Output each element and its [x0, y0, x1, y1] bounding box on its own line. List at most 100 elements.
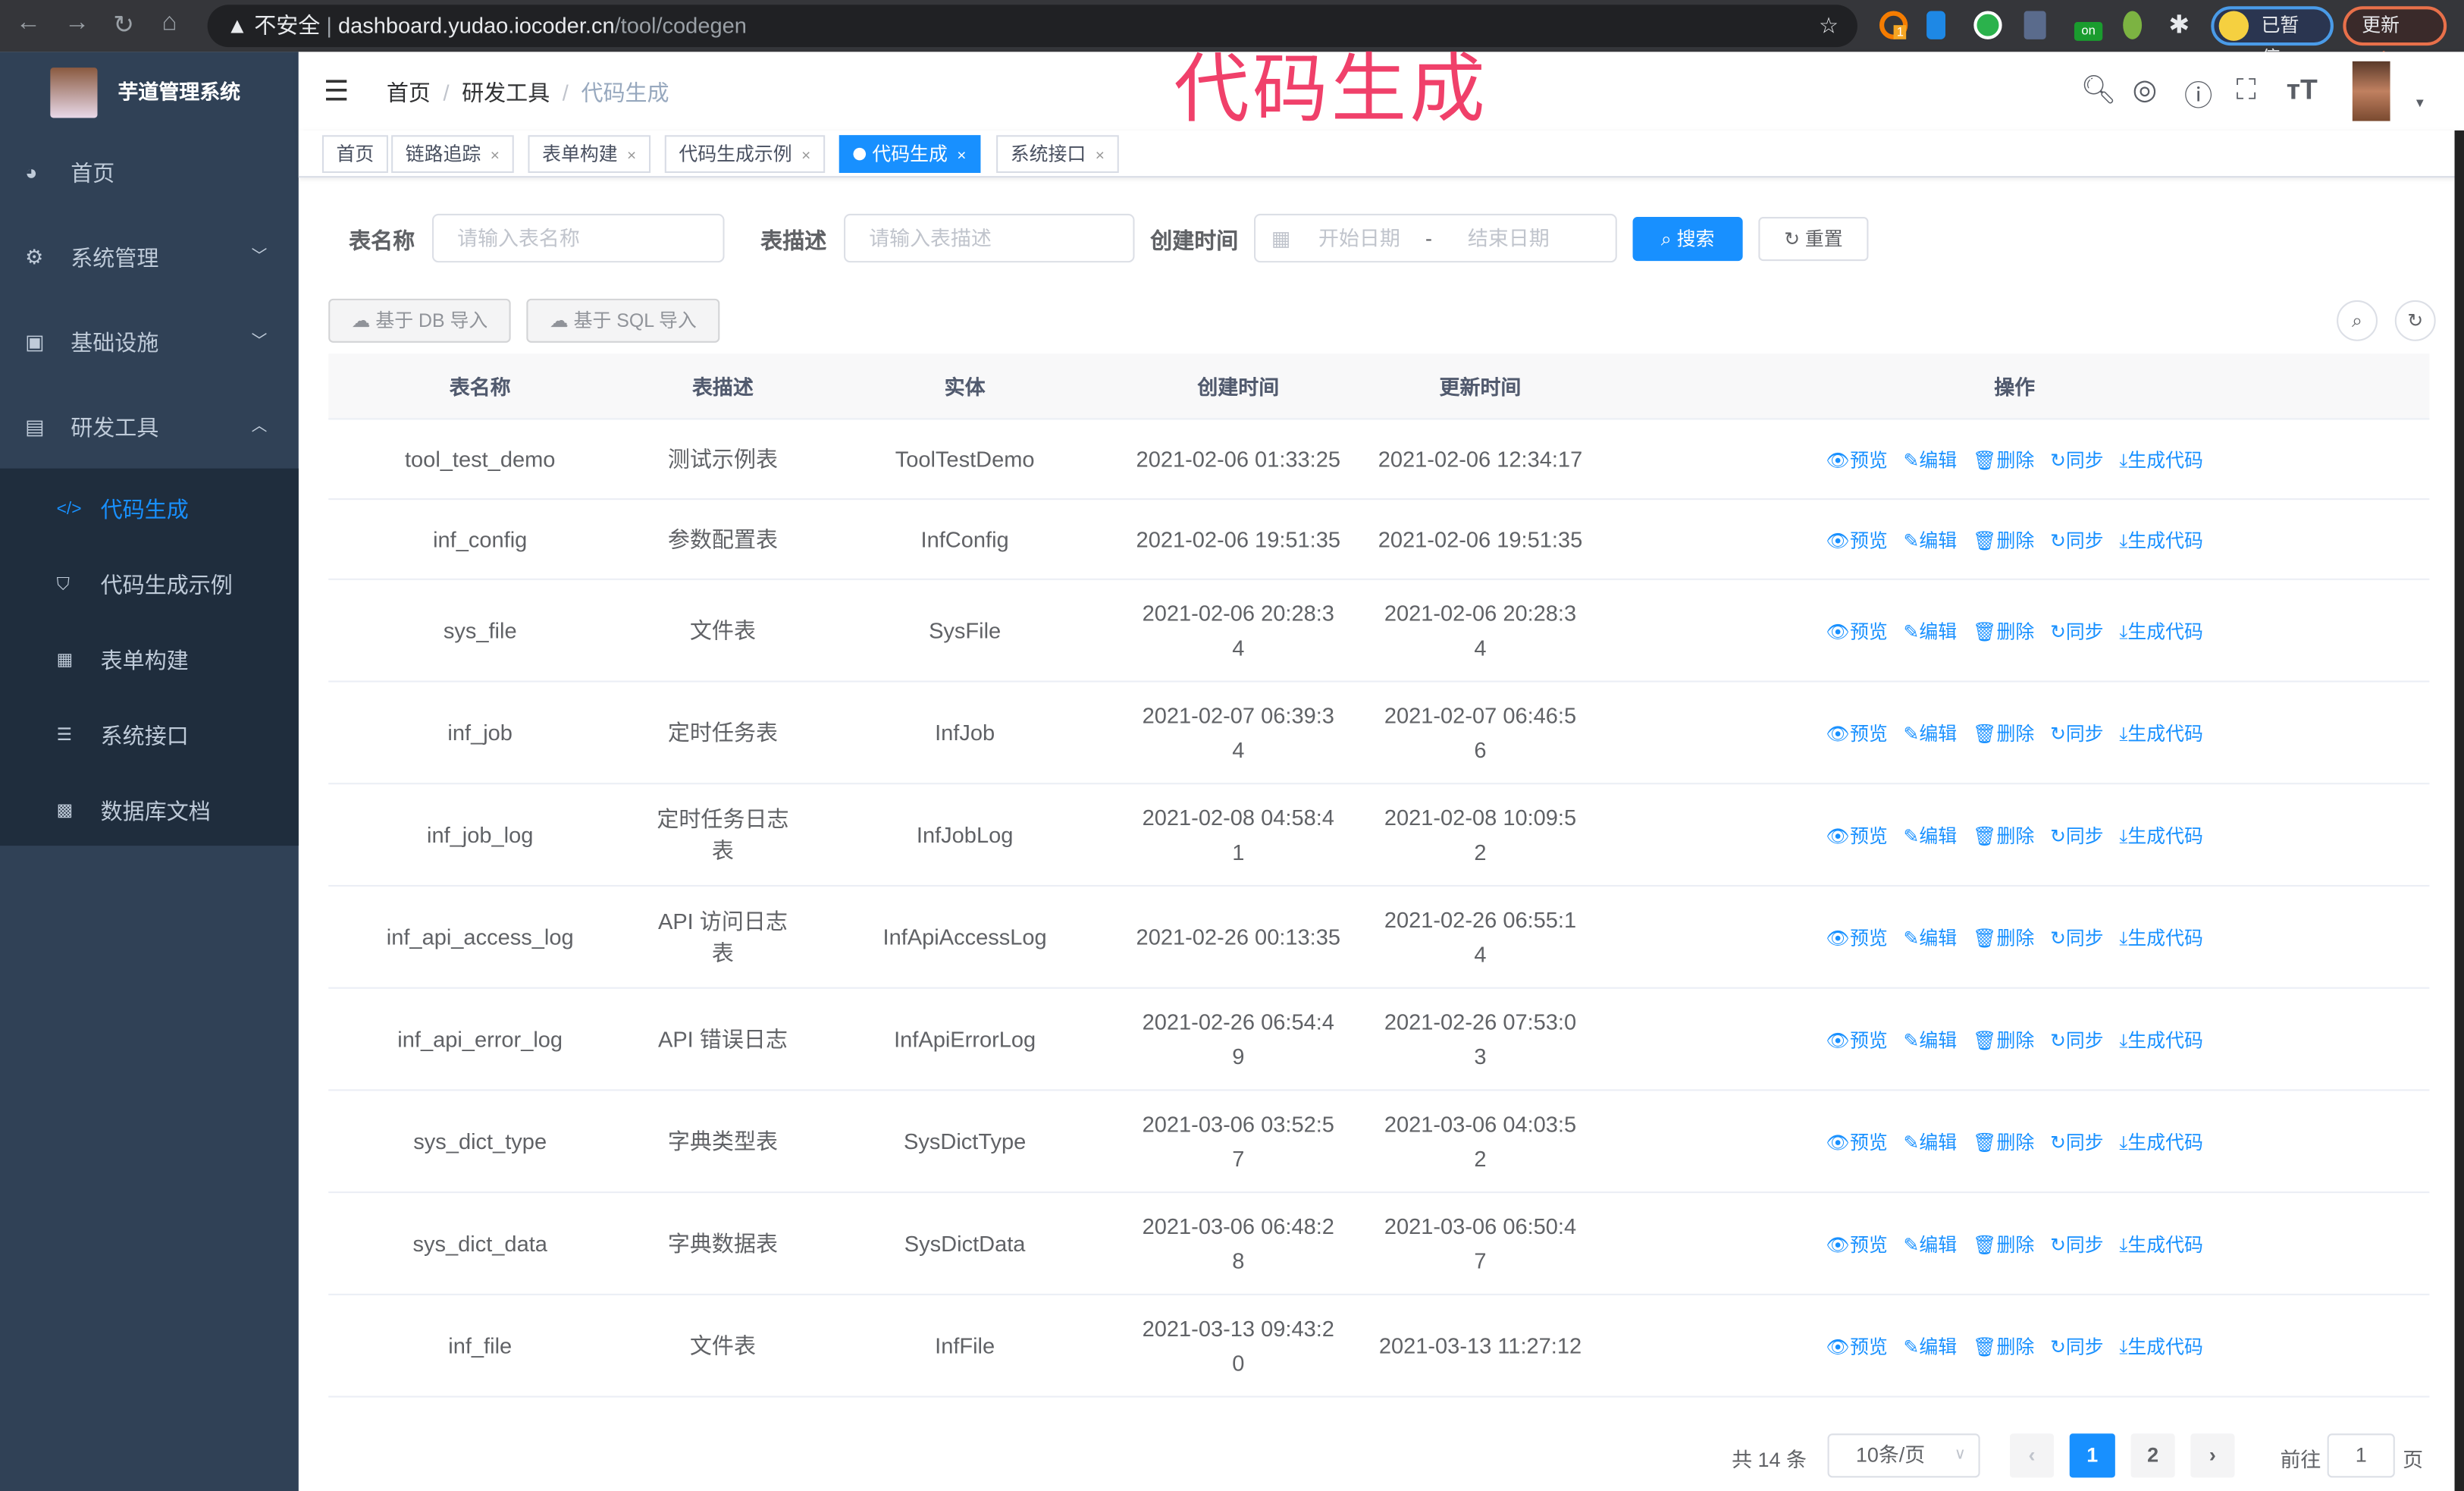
edit-button[interactable]: ✎编辑 [1904, 722, 1958, 744]
reload-icon[interactable]: ↻ [113, 12, 135, 39]
tag-codegen[interactable]: 代码生成 × [839, 135, 981, 173]
sidebar-item-system[interactable]: ⚙ 系统管理 ﹀ [0, 215, 299, 300]
edit-button[interactable]: ✎编辑 [1904, 824, 1958, 846]
sync-button[interactable]: ↻同步 [2050, 1233, 2104, 1255]
toggle-extension-icon[interactable]: on [2074, 22, 2103, 41]
edit-button[interactable]: ✎编辑 [1904, 1233, 1958, 1255]
start-date-input[interactable]: 开始日期 [1318, 226, 1400, 250]
generate-code-button[interactable]: ⤓生成代码 [2119, 927, 2203, 949]
preview-button[interactable]: 👁︎预览 [1826, 1233, 1887, 1255]
sync-button[interactable]: ↻同步 [2050, 1131, 2104, 1153]
diamond-extension-icon[interactable] [1926, 11, 1946, 39]
sidebar-item-codegen-demo[interactable]: ⛉ 代码生成示例 [0, 547, 299, 622]
page-2-button[interactable]: 2 [2130, 1433, 2175, 1478]
leaf-extension-icon[interactable] [2123, 11, 2143, 39]
import-db-button[interactable]: ☁ 基于 DB 导入 [328, 298, 511, 343]
reset-button[interactable]: ↻ 重置 [1758, 217, 1869, 262]
preview-button[interactable]: 👁︎预览 [1826, 529, 1887, 551]
edit-button[interactable]: ✎编辑 [1904, 927, 1958, 949]
generate-code-button[interactable]: ⤓生成代码 [2119, 1233, 2203, 1255]
close-icon[interactable]: × [490, 147, 500, 165]
close-icon[interactable]: × [627, 147, 637, 165]
sync-button[interactable]: ↻同步 [2050, 824, 2104, 846]
bookmark-star-icon[interactable]: ☆ [1819, 12, 1839, 38]
generate-code-button[interactable]: ⤓生成代码 [2119, 824, 2203, 846]
preview-button[interactable]: 👁︎预览 [1826, 1336, 1887, 1358]
grid-extension-icon[interactable] [2024, 11, 2046, 39]
generate-code-button[interactable]: ⤓生成代码 [2119, 620, 2203, 642]
generate-code-button[interactable]: ⤓生成代码 [2119, 449, 2203, 471]
github-icon[interactable]: ◎ [2132, 74, 2158, 105]
goto-page-input[interactable]: 1 [2327, 1433, 2395, 1478]
sync-button[interactable]: ↻同步 [2050, 1336, 2104, 1358]
search-button[interactable]: ⌕ 搜索 [1632, 217, 1743, 262]
hamburger-icon[interactable]: ☰ [323, 75, 350, 107]
sync-button[interactable]: ↻同步 [2050, 529, 2104, 551]
toggle-search-button[interactable]: ⌕ [2337, 300, 2378, 341]
home-icon[interactable]: ⌂ [161, 9, 177, 36]
help-icon[interactable]: ⓘ [2184, 80, 2213, 112]
avatar[interactable] [2352, 61, 2390, 121]
preview-button[interactable]: 👁︎预览 [1826, 449, 1887, 471]
close-icon[interactable]: × [1095, 147, 1105, 165]
delete-button[interactable]: 🗑︎删除 [1973, 1233, 2034, 1255]
edit-button[interactable]: ✎编辑 [1904, 1131, 1958, 1153]
caret-down-icon[interactable]: ▼ [2413, 96, 2427, 111]
edit-button[interactable]: ✎编辑 [1904, 529, 1958, 551]
generate-code-button[interactable]: ⤓生成代码 [2119, 1029, 2203, 1051]
delete-button[interactable]: 🗑︎删除 [1973, 449, 2034, 471]
back-icon[interactable]: ← [15, 9, 41, 36]
preview-button[interactable]: 👁︎预览 [1826, 722, 1887, 744]
delete-button[interactable]: 🗑︎删除 [1973, 1131, 2034, 1153]
generate-code-button[interactable]: ⤓生成代码 [2119, 529, 2203, 551]
sidebar-item-form-build[interactable]: ▦ 表单构建 [0, 623, 299, 698]
edit-button[interactable]: ✎编辑 [1904, 1336, 1958, 1358]
sync-button[interactable]: ↻同步 [2050, 1029, 2104, 1051]
close-icon[interactable]: × [801, 147, 811, 165]
sidebar-item-codegen[interactable]: </> 代码生成 [0, 472, 299, 547]
edit-button[interactable]: ✎编辑 [1904, 449, 1958, 471]
edit-button[interactable]: ✎编辑 [1904, 1029, 1958, 1051]
next-page-button[interactable]: › [2190, 1433, 2235, 1478]
profile-button[interactable]: 已暂停 [2211, 6, 2334, 69]
delete-button[interactable]: 🗑︎删除 [1973, 1336, 2034, 1358]
delete-button[interactable]: 🗑︎删除 [1973, 620, 2034, 642]
delete-button[interactable]: 🗑︎删除 [1973, 824, 2034, 846]
generate-code-button[interactable]: ⤓生成代码 [2119, 1131, 2203, 1153]
refresh-button[interactable]: ↻ [2394, 300, 2436, 341]
date-range-picker[interactable]: ▦ 开始日期 - 结束日期 [1254, 213, 1617, 263]
sync-button[interactable]: ↻同步 [2050, 927, 2104, 949]
sidebar-item-infra[interactable]: ▣ 基础设施 ﹀ [0, 300, 299, 385]
table-desc-input[interactable]: 请输入表描述 [844, 213, 1135, 263]
table-name-input[interactable]: 请输入表名称 [431, 213, 725, 263]
extension-icon[interactable]: 1 [1879, 11, 1908, 39]
import-sql-button[interactable]: ☁ 基于 SQL 导入 [526, 298, 720, 343]
sync-button[interactable]: ↻同步 [2050, 449, 2104, 471]
preview-button[interactable]: 👁︎预览 [1826, 1131, 1887, 1153]
scrollbar[interactable] [2454, 130, 2464, 1491]
forward-icon[interactable]: → [64, 9, 90, 36]
sidebar-item-swagger[interactable]: ☰ 系统接口 [0, 698, 299, 773]
preview-button[interactable]: 👁︎预览 [1826, 1029, 1887, 1051]
page-size-select[interactable]: 10条/页 ∨ [1827, 1433, 1980, 1478]
preview-button[interactable]: 👁︎预览 [1826, 824, 1887, 846]
close-icon[interactable]: × [957, 147, 967, 165]
sidebar-item-db-doc[interactable]: ▩ 数据库文档 [0, 774, 299, 849]
puzzle-icon[interactable]: ✱ [2168, 12, 2190, 39]
edit-button[interactable]: ✎编辑 [1904, 620, 1958, 642]
tag-trace[interactable]: 链路追踪 × [391, 135, 514, 173]
vue-extension-icon[interactable] [1973, 11, 2002, 39]
breadcrumb-home[interactable]: 首页 [386, 80, 431, 105]
address-bar[interactable]: ▲ 不安全 | dashboard.yudao.iocoder.cn/tool/… [207, 5, 1857, 48]
delete-button[interactable]: 🗑︎删除 [1973, 927, 2034, 949]
delete-button[interactable]: 🗑︎删除 [1973, 1029, 2034, 1051]
sidebar-item-devtools[interactable]: ▤ 研发工具 ︿ [0, 385, 299, 470]
preview-button[interactable]: 👁︎预览 [1826, 927, 1887, 949]
generate-code-button[interactable]: ⤓生成代码 [2119, 1336, 2203, 1358]
delete-button[interactable]: 🗑︎删除 [1973, 529, 2034, 551]
delete-button[interactable]: 🗑︎删除 [1973, 722, 2034, 744]
end-date-input[interactable]: 结束日期 [1467, 226, 1550, 250]
update-button[interactable]: 更新⋮ [2343, 6, 2447, 69]
tag-form-build[interactable]: 表单构建 × [528, 135, 650, 173]
sync-button[interactable]: ↻同步 [2050, 620, 2104, 642]
